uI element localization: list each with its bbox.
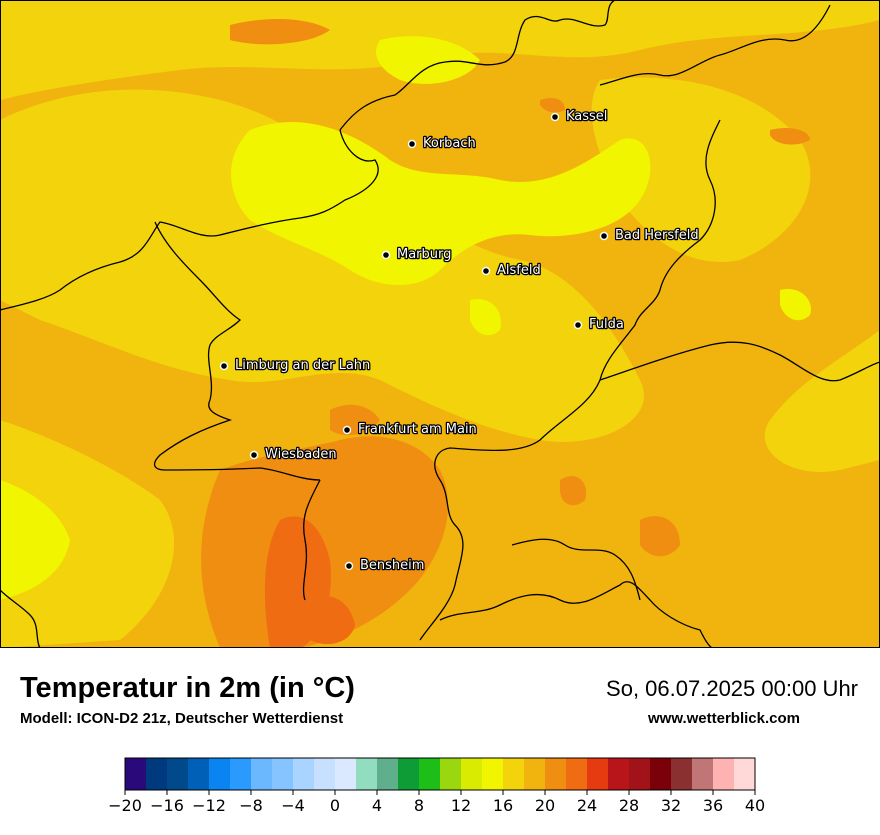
temperature-band-24-26 [264,516,355,648]
color-legend-swatch [167,758,189,790]
color-legend-swatch [419,758,441,790]
map-footer: Temperatur in 2m (in °C) Modell: ICON-D2… [0,648,880,830]
map-title: Temperatur in 2m (in °C) [20,672,355,704]
city-frankfurt: Frankfurt am Main [342,421,478,438]
color-legend-tick-label: 16 [493,796,513,815]
color-legend-tick-label: −8 [239,796,263,815]
city-label-marburg: Marburg [397,247,451,262]
color-legend-swatch [230,758,252,790]
city-kassel: Kassel [550,108,609,125]
color-legend-frame [124,757,756,791]
city-label-frankfurt: Frankfurt am Main [358,422,477,437]
color-legend-swatch [209,758,231,790]
color-legend-tick-label: 36 [703,796,723,815]
color-legend-swatch [461,758,483,790]
color-legend-tick-label: 0 [330,796,340,815]
color-legend-swatch [608,758,630,790]
color-legend-tick-label: −4 [281,796,305,815]
city-label-kassel: Kassel [566,109,607,124]
city-limburg: Limburg an der Lahn [219,357,372,374]
color-legend-swatch [734,758,756,790]
color-legend-tick-label: 20 [535,796,555,815]
color-legend-swatch [692,758,714,790]
color-legend-swatch [482,758,504,790]
color-legend-tick-label: 32 [661,796,681,815]
temperature-band-20-24 [201,18,810,648]
city-bensheim: Bensheim [344,557,426,574]
border-lines [0,0,880,648]
model-source: Modell: ICON-D2 21z, Deutscher Wetterdie… [20,710,344,727]
color-legend-tick-label: −12 [192,796,226,815]
color-legend-tick-label: −20 [108,796,142,815]
color-legend-tick-label: 28 [619,796,639,815]
color-legend-swatch [587,758,609,790]
color-legend: −20 −16 −12 −8 −4 0 4 8 12 16 20 24 28 32 36 40 [0,750,880,830]
temperature-map: Kassel Korbach Bad Hersfeld Marburg Alsf… [0,0,880,648]
city-label-korbach: Korbach [423,136,476,151]
forecast-datetime: So, 06.07.2025 00:00 Uhr [606,676,858,701]
color-legend-swatch [398,758,420,790]
color-legend-swatch [314,758,336,790]
city-fulda: Fulda [573,316,625,333]
color-legend-svg: −20 −16 −12 −8 −4 0 4 8 12 16 20 24 28 32 36 40 [108,757,765,815]
color-legend-swatch [524,758,546,790]
color-legend-tick-label: −16 [150,796,184,815]
city-markers: Kassel Korbach Bad Hersfeld Marburg Alsf… [219,108,700,574]
website-link[interactable]: www.wetterblick.com [648,710,800,727]
color-legend-tick-label: 24 [577,796,597,815]
color-legend-swatch [671,758,693,790]
color-legend-swatch [545,758,567,790]
color-legend-swatch [125,758,147,790]
color-legend-swatch [629,758,651,790]
color-legend-tick-label: 8 [414,796,424,815]
color-legend-swatch [440,758,462,790]
city-label-wiesbaden: Wiesbaden [265,447,337,462]
city-bad-hersfeld: Bad Hersfeld [599,227,700,244]
color-legend-swatch [335,758,357,790]
city-label-bad-hersfeld: Bad Hersfeld [615,228,699,243]
color-legend-swatch [251,758,273,790]
color-legend-tick-label: 12 [451,796,471,815]
color-legend-swatch [503,758,525,790]
color-legend-swatch [650,758,672,790]
temperature-band-14-16 [0,36,811,600]
map-canvas: Kassel Korbach Bad Hersfeld Marburg Alsf… [0,0,880,648]
city-marburg: Marburg [381,246,453,263]
color-legend-swatch [356,758,378,790]
city-label-bensheim: Bensheim [360,558,424,573]
color-legend-tick-label: 4 [372,796,382,815]
city-label-alsfeld: Alsfeld [497,263,541,278]
color-legend-swatch [293,758,315,790]
color-legend-swatch [146,758,168,790]
color-legend-swatch [188,758,210,790]
color-legend-ticks: −20 −16 −12 −8 −4 0 4 8 12 16 20 24 28 32 36 40 [108,790,765,815]
color-legend-swatch [272,758,294,790]
color-legend-swatch [377,758,399,790]
city-alsfeld: Alsfeld [481,262,542,279]
color-legend-swatch [713,758,735,790]
city-label-fulda: Fulda [589,317,624,332]
color-legend-swatch [566,758,588,790]
city-korbach: Korbach [407,135,477,152]
city-label-limburg: Limburg an der Lahn [235,358,370,373]
color-legend-swatches [125,758,756,790]
color-legend-tick-label: 40 [745,796,765,815]
city-wiesbaden: Wiesbaden [249,446,338,463]
